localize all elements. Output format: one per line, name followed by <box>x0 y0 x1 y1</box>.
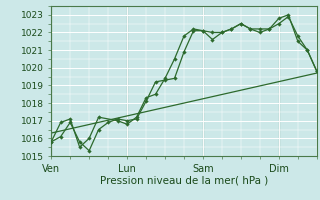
X-axis label: Pression niveau de la mer( hPa ): Pression niveau de la mer( hPa ) <box>100 175 268 185</box>
